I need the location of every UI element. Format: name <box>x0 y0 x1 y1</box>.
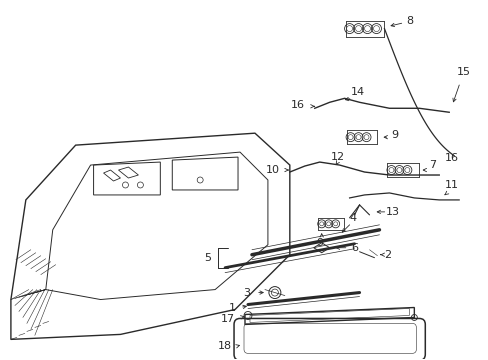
Text: 16: 16 <box>444 153 458 163</box>
Text: 14: 14 <box>350 87 364 97</box>
Text: 1: 1 <box>228 302 235 312</box>
Text: 2: 2 <box>383 250 390 260</box>
Text: 16: 16 <box>290 100 304 110</box>
Text: 8: 8 <box>405 15 412 26</box>
Text: 10: 10 <box>265 165 279 175</box>
Text: 11: 11 <box>444 180 458 190</box>
Text: 3: 3 <box>243 288 250 298</box>
Text: 17: 17 <box>221 314 235 324</box>
Text: 15: 15 <box>456 67 470 77</box>
Text: 7: 7 <box>428 160 435 170</box>
Text: 13: 13 <box>385 207 399 217</box>
Text: 4: 4 <box>348 213 355 223</box>
Text: 6: 6 <box>350 243 357 253</box>
Text: 18: 18 <box>218 341 232 351</box>
Text: 12: 12 <box>330 152 344 162</box>
Text: 9: 9 <box>316 238 323 248</box>
Text: 9: 9 <box>390 130 397 140</box>
Text: 5: 5 <box>204 253 211 263</box>
